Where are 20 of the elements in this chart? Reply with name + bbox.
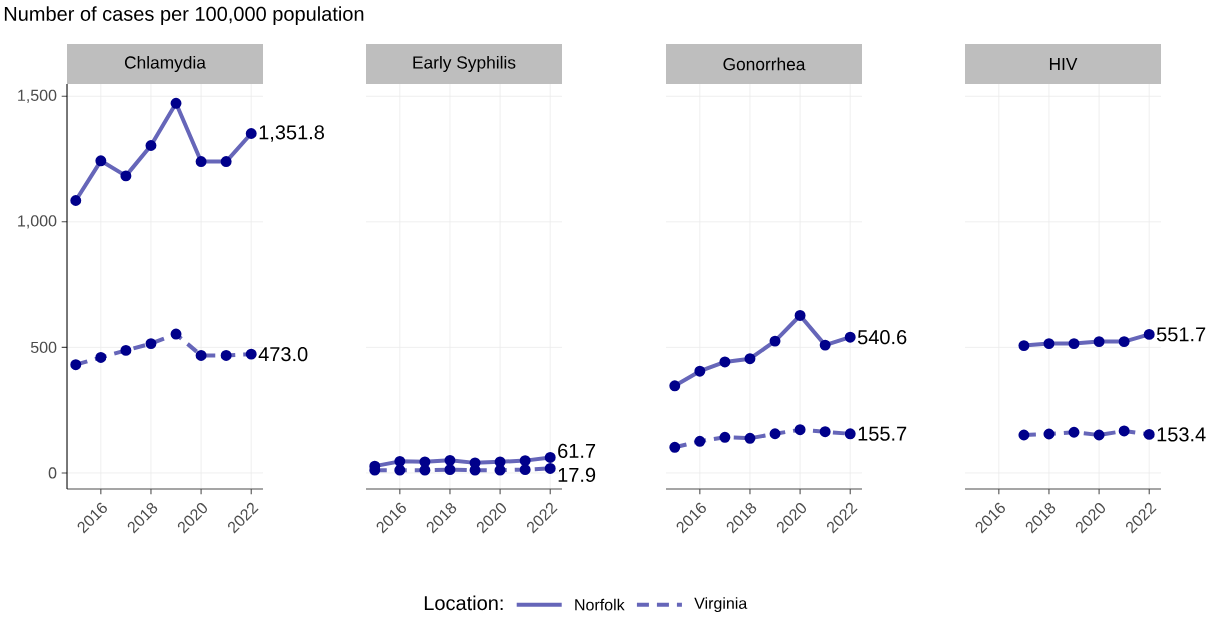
- chart-subtitle: Number of cases per 100,000 population: [4, 6, 364, 25]
- y-tick-label: 1,000: [18, 215, 57, 229]
- chart-title: Gonorrhea: [723, 57, 806, 71]
- data-label: 540.6: [857, 330, 907, 345]
- legend-label: Virginia: [694, 597, 748, 613]
- data-label: 61.7: [558, 443, 596, 458]
- chart-title: HIV: [1049, 58, 1078, 70]
- y-tick-label: 0: [48, 467, 57, 479]
- data-label: 153.4: [1157, 427, 1206, 442]
- data-label: 17.9: [558, 467, 596, 482]
- chart-title: Chlamydia: [124, 55, 206, 73]
- y-tick-label: 1,500: [18, 89, 57, 103]
- data-label: 551.7: [1156, 327, 1206, 342]
- chart-title: Early Syphilis: [413, 55, 516, 73]
- legend-title: Location:: [424, 595, 503, 611]
- data-label: 1,351.8: [259, 125, 324, 142]
- data-label: 473.0: [258, 347, 308, 362]
- legend-label: Norfolk: [575, 598, 625, 611]
- data-label: 155.7: [858, 426, 907, 441]
- y-tick-label: 500: [30, 341, 57, 354]
